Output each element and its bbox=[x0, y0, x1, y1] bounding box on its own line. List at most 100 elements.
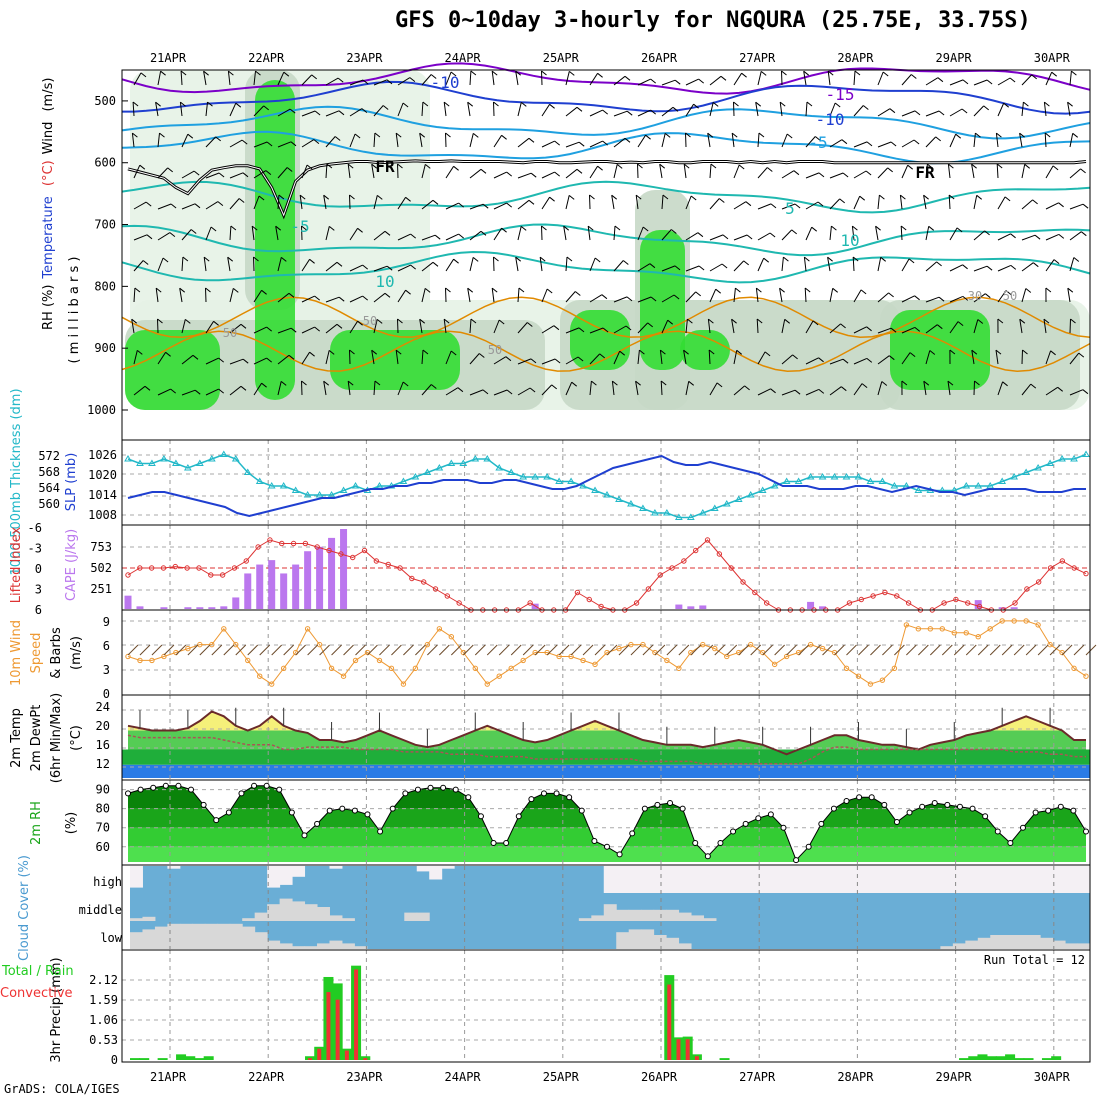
wind-barb bbox=[301, 74, 313, 86]
wind-barb bbox=[804, 287, 807, 303]
wind-barb-flag bbox=[1004, 196, 1011, 202]
wind-barb bbox=[565, 195, 570, 210]
wind-barb bbox=[901, 295, 915, 303]
wind-barb bbox=[253, 326, 267, 334]
wind-barb bbox=[132, 101, 135, 117]
wind-barb-flag bbox=[1034, 234, 1041, 240]
contour-label: 50 bbox=[488, 343, 502, 357]
rh-marker bbox=[868, 794, 875, 801]
wind-barb bbox=[515, 71, 519, 86]
wind-barb-flag bbox=[756, 318, 763, 324]
wind-barb bbox=[493, 202, 507, 210]
wind-barb bbox=[973, 380, 975, 396]
cloud-high-gap bbox=[441, 866, 455, 869]
wind-barb bbox=[900, 225, 903, 241]
wind-barb-flag bbox=[453, 258, 459, 264]
contour-label: 10 bbox=[840, 231, 859, 250]
wind-barb bbox=[995, 133, 999, 148]
wind-barb bbox=[541, 140, 555, 148]
wind-barb-flag bbox=[323, 194, 330, 200]
wind-speed-marker bbox=[352, 657, 359, 664]
cloud-level-fill bbox=[578, 918, 592, 921]
cloud-high-gap bbox=[765, 866, 779, 893]
li-marker bbox=[148, 565, 155, 571]
wind-barb bbox=[997, 290, 1007, 303]
wind-barb bbox=[877, 141, 892, 148]
wind-barb bbox=[133, 201, 147, 210]
wind-barb-flag bbox=[736, 349, 743, 355]
rh-marker bbox=[679, 805, 686, 812]
wind-speed-marker bbox=[233, 641, 239, 648]
wind-barb-flag bbox=[645, 134, 651, 140]
wind-barb bbox=[373, 265, 388, 272]
pressure-tick: 900 bbox=[94, 341, 116, 355]
wind-barb-flag bbox=[1044, 132, 1051, 138]
li-marker bbox=[740, 579, 746, 585]
surface-wind-barb bbox=[894, 644, 905, 656]
temp-ylabel-a: 2m Temp bbox=[9, 708, 24, 768]
cape-tick: 753 bbox=[90, 540, 112, 554]
cloud-level-fill bbox=[242, 926, 256, 949]
precip-convective-bar bbox=[363, 1058, 368, 1060]
wind-barb-flag bbox=[338, 110, 345, 116]
wind-barb bbox=[925, 77, 939, 86]
wind-barb-flag bbox=[715, 288, 722, 294]
wind-barb bbox=[853, 70, 856, 86]
upper-ylabel: RH (%)Temperature (°C)Wind (m/s) bbox=[41, 78, 56, 330]
wind-barb-flag bbox=[409, 77, 416, 82]
rh-marker bbox=[414, 786, 421, 793]
wind-barb bbox=[421, 234, 436, 241]
cape-bar bbox=[699, 605, 707, 609]
wind-barb-flag bbox=[662, 194, 669, 200]
wind-barb bbox=[443, 102, 447, 117]
cloud-level-fill bbox=[329, 915, 343, 921]
cloud-level-fill bbox=[616, 909, 630, 921]
wind-barb-flag bbox=[578, 141, 585, 147]
thickness-marker bbox=[579, 482, 587, 489]
wind-barb-flag bbox=[792, 354, 798, 360]
wind-barb-flag bbox=[311, 74, 318, 80]
wind-barb bbox=[371, 350, 375, 365]
wind-speed-marker bbox=[783, 653, 790, 660]
wind-barb-flag bbox=[280, 257, 287, 262]
wind-barb bbox=[325, 77, 339, 86]
wind-barb bbox=[517, 102, 522, 117]
wind-barb-flag bbox=[232, 288, 239, 293]
wind-ylabel-d-text: (m/s) bbox=[69, 636, 84, 670]
rh-marker bbox=[200, 801, 207, 808]
wind-barb-flag bbox=[1003, 102, 1010, 108]
li-marker bbox=[882, 589, 888, 596]
temp-ylabel-a-text: 2m Temp bbox=[9, 708, 24, 768]
wind-barb-flag bbox=[278, 194, 285, 200]
wind-barb-flag bbox=[637, 163, 643, 169]
thickness-marker bbox=[291, 486, 300, 493]
date-label-bottom: 25APR bbox=[543, 1070, 580, 1084]
wind-barb bbox=[997, 264, 1012, 272]
wind-barb-flag bbox=[866, 358, 873, 363]
wind-barb bbox=[613, 75, 626, 86]
wind-barb-flag bbox=[986, 265, 993, 271]
wind-barb-flag bbox=[1045, 287, 1052, 293]
wind-barb bbox=[373, 380, 376, 396]
wind-barb bbox=[347, 381, 351, 396]
wind-barb bbox=[157, 232, 171, 241]
wind-barb bbox=[253, 170, 267, 179]
precip-convective-bar bbox=[317, 1048, 322, 1060]
pressure-tick: 700 bbox=[94, 218, 116, 232]
thickness-marker bbox=[603, 491, 611, 498]
wind-barb bbox=[637, 78, 651, 86]
contour-label: -5 bbox=[290, 217, 309, 236]
cloud-high-gap bbox=[728, 866, 742, 893]
cloud-high-gap bbox=[753, 866, 767, 893]
wind-barb bbox=[733, 101, 735, 117]
wind-barb-flag bbox=[242, 172, 249, 178]
rh-marker bbox=[566, 794, 573, 801]
wind-barb-flag bbox=[955, 133, 962, 139]
surface-wind-barb bbox=[522, 644, 534, 656]
rh-marker bbox=[1070, 807, 1077, 814]
cloud-high-gap bbox=[803, 866, 817, 893]
wind-speed-marker bbox=[340, 673, 347, 679]
wind-barb bbox=[181, 319, 186, 334]
surface-wind-barb bbox=[738, 644, 750, 656]
wind-barb bbox=[661, 106, 674, 117]
